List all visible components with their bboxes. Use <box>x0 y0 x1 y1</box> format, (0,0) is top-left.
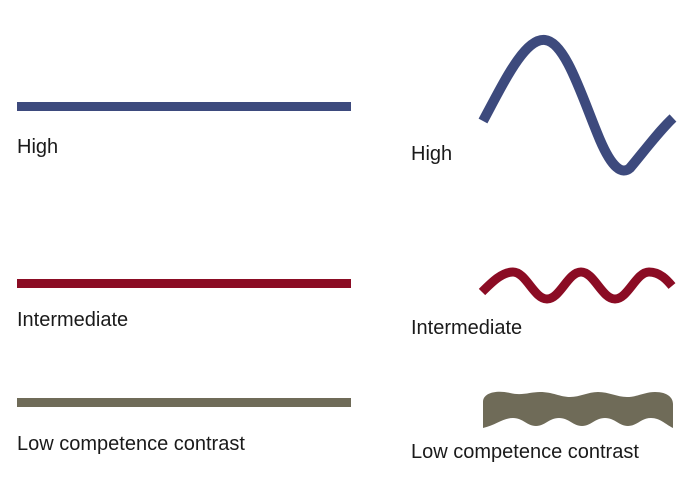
right-intermediate-label: Intermediate <box>411 317 523 339</box>
high-wave-path <box>478 35 677 176</box>
left-intermediate-label: Intermediate <box>17 309 129 331</box>
left-low-label: Low competence contrast <box>17 433 245 455</box>
high-straight-line <box>17 102 351 111</box>
right-high-label: High <box>411 143 453 165</box>
left-high-label: High <box>17 136 59 158</box>
intermediate-wave-path <box>478 267 676 304</box>
low-wave-shape <box>483 391 673 428</box>
right-low-label: Low competence contrast <box>411 441 639 463</box>
low-straight-line <box>17 398 351 407</box>
intermediate-straight-line <box>17 279 351 288</box>
